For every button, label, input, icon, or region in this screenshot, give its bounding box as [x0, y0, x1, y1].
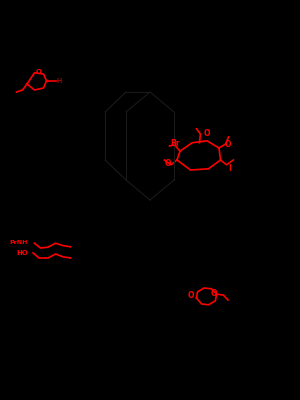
Text: PrNH: PrNH: [9, 240, 27, 244]
Text: Br: Br: [170, 140, 179, 148]
Text: O: O: [211, 289, 217, 298]
Text: I: I: [228, 164, 231, 172]
Text: O: O: [224, 140, 231, 149]
Text: H: H: [56, 78, 62, 84]
Text: O: O: [188, 291, 194, 300]
Text: O: O: [203, 129, 210, 138]
Text: HO: HO: [16, 250, 28, 256]
Text: O: O: [164, 160, 171, 168]
Text: O: O: [35, 70, 41, 76]
